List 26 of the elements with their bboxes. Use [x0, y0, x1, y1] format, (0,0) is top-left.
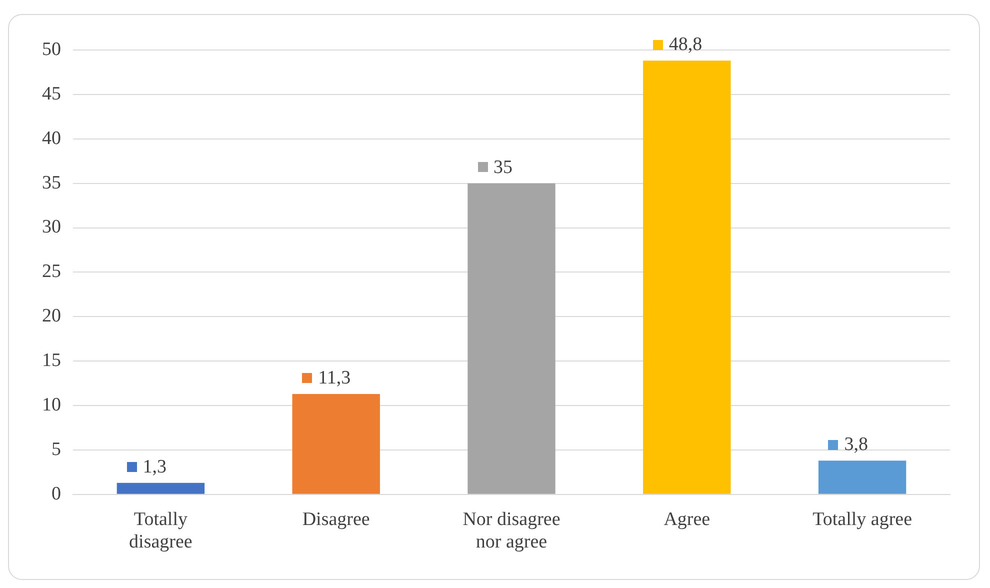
y-tick-label: 15: [42, 350, 61, 372]
y-tick-label: 30: [42, 216, 61, 238]
y-tick-label: 5: [52, 438, 61, 460]
bar: [116, 482, 205, 494]
bar: [292, 394, 380, 494]
bar: [468, 183, 556, 494]
y-tick-label: 20: [42, 306, 61, 327]
data-label: 11,3: [318, 367, 351, 388]
data-label: 3,8: [844, 434, 868, 456]
y-tick-label: 50: [42, 38, 61, 60]
y-tick-label: 0: [52, 483, 61, 504]
y-tick-label: 45: [42, 83, 61, 104]
y-tick-label: 40: [42, 128, 61, 149]
y-tick-label: 25: [42, 261, 61, 282]
data-label: 1,3: [142, 456, 166, 478]
x-tick-label: Totally disagree: [129, 508, 192, 553]
x-tick-label: Totally agree: [812, 508, 912, 530]
x-tick-label: Agree: [664, 508, 710, 530]
y-tick-label: 35: [42, 172, 61, 194]
data-label: 48,8: [668, 34, 702, 56]
bar: [818, 460, 906, 494]
bar: [643, 60, 731, 494]
x-tick-label: Nor disagree nor agree: [462, 508, 560, 553]
x-tick-label: Disagree: [302, 508, 370, 530]
data-label: 35: [494, 156, 512, 178]
y-tick-label: 10: [42, 394, 61, 416]
